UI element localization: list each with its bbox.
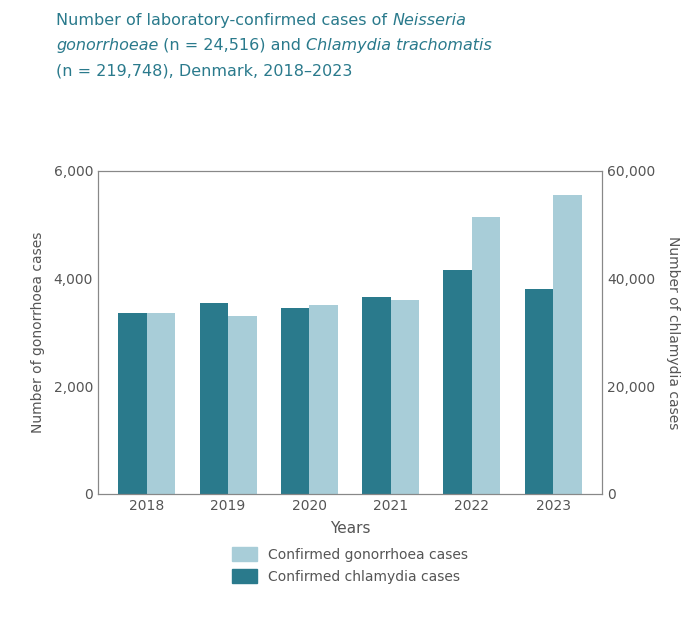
Y-axis label: Number of gonorrhoea cases: Number of gonorrhoea cases: [32, 232, 46, 433]
Text: Number of laboratory-confirmed cases of: Number of laboratory-confirmed cases of: [56, 13, 392, 28]
Bar: [281, 308, 309, 494]
Text: gonorrhoeae: gonorrhoeae: [56, 38, 158, 53]
Text: Chlamydia trachomatis: Chlamydia trachomatis: [307, 38, 492, 53]
Bar: [472, 216, 500, 494]
Bar: [228, 316, 256, 494]
Bar: [444, 270, 472, 494]
Bar: [147, 313, 175, 494]
Y-axis label: Number of chlamydia cases: Number of chlamydia cases: [666, 235, 680, 429]
Bar: [309, 306, 338, 494]
Bar: [362, 298, 391, 494]
Bar: [553, 195, 582, 494]
Legend: Confirmed gonorrhoea cases, Confirmed chlamydia cases: Confirmed gonorrhoea cases, Confirmed ch…: [232, 547, 468, 584]
Text: (n = 24,516) and: (n = 24,516) and: [158, 38, 307, 53]
Bar: [525, 289, 553, 494]
Text: Neisseria: Neisseria: [392, 13, 466, 28]
X-axis label: Years: Years: [330, 521, 370, 536]
Text: (n = 219,748), Denmark, 2018–2023: (n = 219,748), Denmark, 2018–2023: [56, 63, 352, 78]
Bar: [199, 303, 228, 494]
Bar: [391, 300, 419, 494]
Bar: [118, 313, 147, 494]
